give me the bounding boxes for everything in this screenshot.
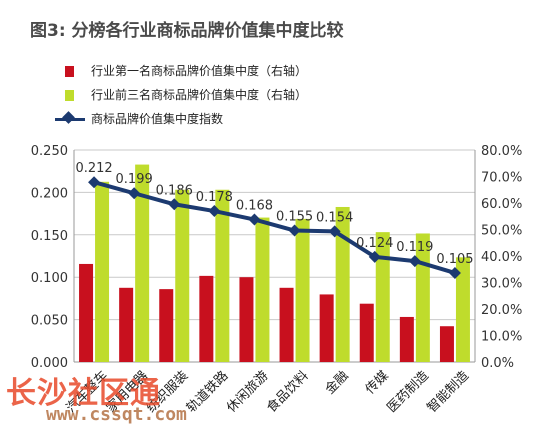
y-right-tick-label: 80.0% (481, 144, 522, 159)
y-left-tick-label: 0.250 (31, 144, 68, 159)
x-tick-label: 食品饮料 (264, 368, 312, 416)
y-right-tick-label: 50.0% (481, 224, 522, 239)
data-label: 0.168 (236, 199, 273, 214)
data-label: 0.186 (156, 183, 193, 198)
y-right-tick-label: 40.0% (481, 250, 522, 265)
y-right-tick-label: 60.0% (481, 197, 522, 212)
y-left-tick-label: 0.150 (31, 229, 68, 244)
index-point (248, 213, 261, 226)
data-label: 0.105 (436, 252, 473, 267)
data-label: 0.155 (276, 210, 313, 225)
legend-item-top3: 行业前三名商标品牌价值集中度（右轴） (55, 84, 307, 108)
legend-swatch-top3 (65, 90, 74, 101)
x-tick-label: 金融 (322, 368, 352, 398)
chart-legend: 行业第一名商标品牌价值集中度（右轴） 行业前三名商标品牌价值集中度（右轴） 商标… (55, 60, 307, 132)
x-tick-label: 传媒 (363, 368, 392, 397)
y-right-tick-label: 10.0% (481, 330, 522, 345)
watermark-text: 长沙社区通 (6, 376, 161, 411)
x-tick-label: 智能制造 (425, 368, 472, 415)
y-right-tick-label: 30.0% (481, 277, 522, 292)
x-tick-label: 轨道铁路 (183, 368, 231, 416)
bar-top1 (199, 275, 214, 362)
bar-top3 (135, 164, 150, 362)
index-line (93, 180, 456, 275)
index-point (88, 176, 101, 189)
bar-top1 (279, 287, 294, 362)
bar-top3 (215, 189, 230, 362)
chart-title: 图3: 分榜各行业商标品牌价值集中度比较 (30, 21, 344, 41)
y-left-tick-label: 0.050 (31, 314, 68, 329)
y-right-tick-label: 70.0% (481, 171, 522, 186)
legend-item-top1: 行业第一名商标品牌价值集中度（右轴） (55, 60, 307, 84)
bar-top1 (79, 263, 94, 362)
index-point (128, 187, 141, 200)
bar-top1 (119, 287, 134, 362)
x-tick-label: 医药制造 (385, 368, 432, 415)
data-label: 0.124 (356, 236, 393, 251)
legend-label-top3: 行业前三名商标品牌价值集中度（右轴） (91, 88, 308, 102)
legend-label-index: 商标品牌价值集中度指数 (91, 112, 224, 126)
bar-top3 (455, 257, 470, 362)
x-tick-label: 休闲旅游 (224, 368, 271, 415)
data-label: 0.119 (396, 240, 433, 255)
bar-top3 (175, 189, 190, 362)
bar-top1 (159, 289, 174, 362)
legend-swatch-top1 (65, 66, 74, 77)
data-label: 0.212 (75, 161, 112, 176)
index-point (208, 205, 221, 218)
y-left-tick-label: 0.100 (31, 271, 68, 286)
bar-top1 (439, 326, 454, 362)
legend-item-index: 商标品牌价值集中度指数 (55, 108, 307, 132)
watermark-url: www.cssqt.com (46, 404, 187, 425)
y-left-tick-label: 0.000 (31, 356, 68, 371)
y-right-tick-label: 0.0% (481, 356, 514, 371)
data-label: 0.199 (116, 172, 153, 187)
bar-top1 (239, 277, 254, 362)
bar-top3 (375, 232, 390, 362)
data-label: 0.178 (196, 190, 233, 205)
y-right-tick-label: 20.0% (481, 303, 522, 318)
index-point (328, 225, 341, 238)
bar-top1 (399, 316, 414, 362)
bar-top1 (319, 294, 334, 362)
bar-top3 (295, 218, 310, 362)
index-point (168, 198, 181, 211)
bar-top1 (359, 303, 374, 362)
index-point (288, 224, 301, 237)
bar-top3 (95, 181, 110, 362)
bar-top3 (335, 206, 350, 362)
bar-top3 (255, 217, 270, 362)
y-left-tick-label: 0.200 (31, 186, 68, 201)
index-point (368, 250, 381, 263)
index-point (448, 266, 461, 279)
data-label: 0.154 (316, 210, 353, 225)
index-point (408, 255, 421, 268)
legend-label-top1: 行业第一名商标品牌价值集中度（右轴） (91, 64, 308, 78)
